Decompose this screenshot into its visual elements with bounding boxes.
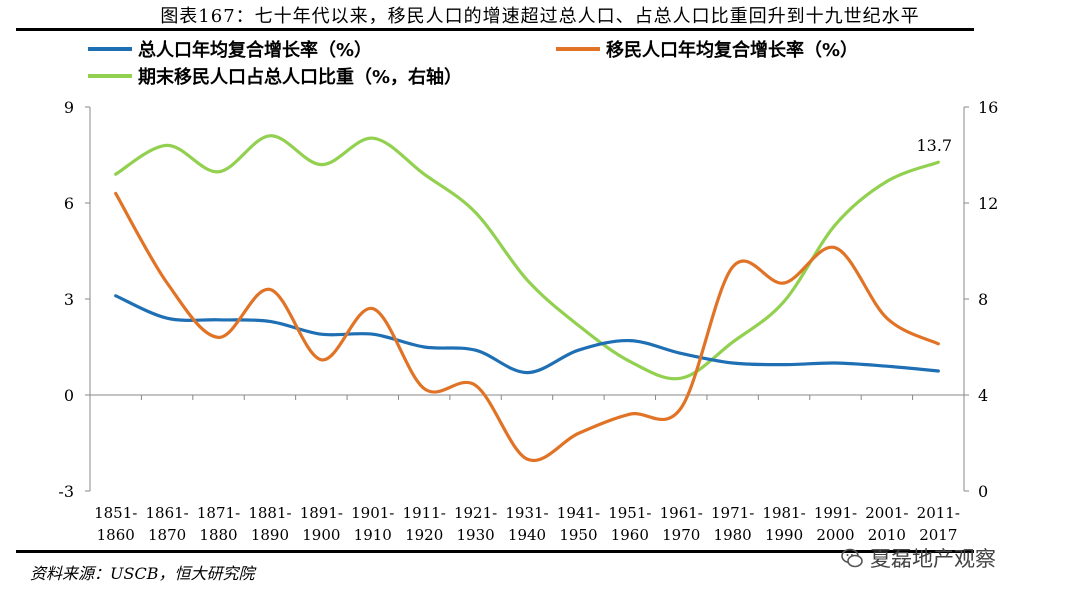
legend-label-total: 总人口年均复合增长率（%） — [138, 40, 373, 61]
x-tick-label-line: 1891- — [300, 504, 343, 522]
x-tick-label: 1871- 1880 — [197, 504, 240, 544]
legend-swatch-immigrant — [556, 47, 600, 51]
right-tick-label: 8 — [978, 290, 988, 309]
x-tick-label-line: 1981- — [762, 504, 805, 522]
series-line-immigrant-growth — [114, 191, 940, 463]
x-tick-label-line: 1940 — [508, 526, 546, 544]
x-tick-label-line: 1930 — [456, 526, 494, 544]
series-line-immigrant-share — [114, 134, 940, 381]
legend-label-immigrant: 移民人口年均复合增长率（%） — [606, 40, 859, 61]
right-tick-label: 0 — [978, 482, 988, 501]
x-tick-label-line: 1950 — [559, 526, 597, 544]
x-tick-label: 1961- 1970 — [660, 504, 703, 544]
data-label-final-share: 13.7 — [916, 136, 952, 155]
x-tick-label-line: 1980 — [714, 526, 752, 544]
x-tick-label-line: 1860 — [97, 526, 135, 544]
x-tick-label-line: 1960 — [611, 526, 649, 544]
legend-item-immigrant: 移民人口年均复合增长率（%） — [556, 36, 858, 62]
x-tick-label-line: 1910 — [354, 526, 392, 544]
x-tick-label-line: 1880 — [199, 526, 237, 544]
figure-title: 图表167：七十年代以来，移民人口的增速超过总人口、占总人口比重回升到十九世纪水… — [160, 6, 920, 27]
x-tick-label: 1881- 1890 — [248, 504, 291, 544]
x-tick-label-line: 2000 — [816, 526, 854, 544]
watermark: 夏磊地产观察 — [840, 543, 996, 573]
x-tick-label-line: 2017 — [919, 526, 957, 544]
x-tick-label: 1971- 1980 — [711, 504, 754, 544]
x-tick-label-line: 1921- — [454, 504, 497, 522]
x-tick-label-line: 1900 — [302, 526, 340, 544]
left-tick-label: 6 — [64, 194, 74, 213]
x-tick-label-line: 1881- — [248, 504, 291, 522]
x-tick-label-line: 1971- — [711, 504, 754, 522]
x-tick-label: 1901- 1910 — [351, 504, 394, 544]
x-tick-label-line: 1991- — [814, 504, 857, 522]
series-line-total-growth — [114, 294, 940, 375]
x-tick-label: 2001- 2010 — [865, 504, 908, 544]
x-tick-label-line: 1951- — [608, 504, 651, 522]
legend-label-share: 期末移民人口占总人口比重（%，右轴） — [138, 67, 463, 88]
left-tick-label: 9 — [64, 98, 74, 117]
x-tick-label: 1921- 1930 — [454, 504, 497, 544]
x-tick-label: 1951- 1960 — [608, 504, 651, 544]
x-tick-label-line: 2011- — [917, 504, 960, 522]
x-tick-label-line: 1861- — [145, 504, 188, 522]
x-tick-label-line: 1961- — [660, 504, 703, 522]
x-tick-label-line: 1871- — [197, 504, 240, 522]
legend-swatch-total — [88, 47, 132, 51]
x-tick-label: 1851- 1860 — [94, 504, 137, 544]
legend-item-total: 总人口年均复合增长率（%） — [88, 36, 372, 62]
x-tick-label-line: 1970 — [662, 526, 700, 544]
x-tick-label-line: 1931- — [505, 504, 548, 522]
wechat-icon — [841, 548, 863, 568]
right-tick-label: 16 — [978, 98, 998, 117]
x-tick-label-line: 1911- — [403, 504, 446, 522]
bottom-rule — [16, 550, 974, 553]
title-rule — [16, 28, 974, 31]
x-tick-label: 1981- 1990 — [762, 504, 805, 544]
x-tick-label-line: 1890 — [251, 526, 289, 544]
watermark-text: 夏磊地产观察 — [870, 547, 996, 571]
x-tick-label-line: 2010 — [868, 526, 906, 544]
x-tick-label: 1911- 1920 — [403, 504, 446, 544]
left-tick-label: -3 — [58, 482, 74, 501]
legend: 总人口年均复合增长率（%） 移民人口年均复合增长率（%） 期末移民人口占总人口比… — [0, 0, 1080, 100]
x-tick-label-line: 1870 — [148, 526, 186, 544]
legend-item-share: 期末移民人口占总人口比重（%，右轴） — [88, 63, 462, 89]
x-tick-label: 1891- 1900 — [300, 504, 343, 544]
source-note: 资料来源：USCB，恒大研究院 — [30, 564, 255, 583]
x-tick-label-line: 2001- — [865, 504, 908, 522]
x-tick-label-line: 1901- — [351, 504, 394, 522]
legend-swatch-share — [88, 74, 132, 78]
x-tick-label: 1991- 2000 — [814, 504, 857, 544]
left-tick-label: 3 — [64, 290, 74, 309]
x-tick-label-line: 1920 — [405, 526, 443, 544]
right-tick-label: 4 — [978, 386, 988, 405]
right-tick-label: 12 — [978, 194, 998, 213]
x-tick-label-line: 1851- — [94, 504, 137, 522]
left-tick-label: 0 — [64, 386, 74, 405]
x-tick-label: 1941- 1950 — [557, 504, 600, 544]
x-tick-label-line: 1990 — [765, 526, 803, 544]
x-tick-label-line: 1941- — [557, 504, 600, 522]
x-tick-label: 1861- 1870 — [145, 504, 188, 544]
x-tick-label: 2011- 2017 — [917, 504, 960, 544]
x-tick-label: 1931- 1940 — [505, 504, 548, 544]
